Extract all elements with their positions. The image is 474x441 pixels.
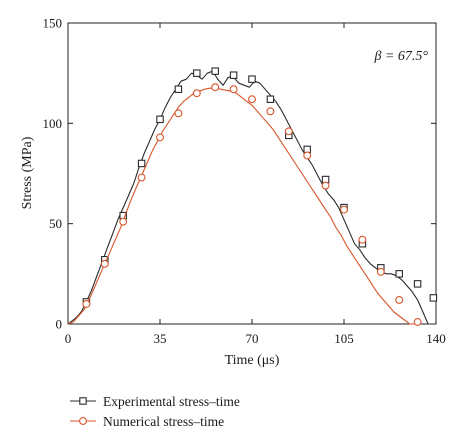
data-point-experimental [229, 71, 238, 79]
data-point-experimental [429, 294, 438, 302]
legend-marker-numerical [79, 417, 87, 425]
y-tick-label: 0 [56, 317, 63, 332]
y-tick-label: 50 [49, 216, 62, 231]
data-point-numerical [156, 133, 164, 142]
data-point-numerical [358, 235, 367, 244]
data-point-numerical [284, 127, 293, 136]
x-tick-label: 105 [334, 331, 354, 346]
legend-label-experimental: Experimental stress–time [103, 394, 240, 409]
data-point-numerical [303, 151, 312, 160]
data-point-numerical [376, 267, 385, 276]
legend: Experimental stress–time Numerical stres… [70, 394, 240, 429]
x-axis-label: Time (μs) [225, 353, 280, 368]
y-tick-label: 150 [43, 16, 63, 31]
data-point-numerical [413, 318, 422, 326]
series-experimental [67, 67, 438, 325]
data-point-experimental [174, 85, 183, 93]
x-tick-label: 140 [426, 331, 446, 346]
legend-label-numerical: Numerical stress–time [103, 414, 224, 429]
legend-item-experimental: Experimental stress–time [70, 394, 240, 409]
data-point-experimental [137, 159, 146, 168]
data-point-numerical [340, 205, 348, 214]
data-point-experimental [156, 115, 164, 124]
data-point-numerical [248, 95, 256, 104]
data-point-numerical [100, 259, 109, 268]
series-group [67, 67, 438, 326]
series-numerical [67, 83, 422, 326]
y-tick-label: 100 [43, 116, 63, 131]
x-tick-label: 70 [246, 331, 259, 346]
data-point-numerical [211, 83, 220, 92]
data-point-numerical [174, 109, 183, 118]
data-point-experimental [266, 95, 275, 104]
y-axis-label: Stress (MPa) [20, 136, 35, 209]
x-tick-label: 35 [154, 331, 167, 346]
data-point-numerical [321, 181, 330, 190]
data-point-numerical [395, 295, 404, 304]
legend-item-numerical: Numerical stress–time [70, 414, 224, 429]
data-point-numerical [137, 173, 146, 182]
plot-frame [67, 22, 437, 325]
beta-annotation: β = 67.5° [373, 49, 428, 64]
data-point-experimental [395, 270, 403, 278]
plot-area-border [67, 22, 437, 325]
data-point-numerical [229, 85, 238, 94]
legend-marker-experimental [79, 397, 87, 405]
data-point-experimental [211, 67, 219, 75]
x-tick-label: 0 [65, 331, 72, 346]
data-point-experimental [413, 280, 422, 288]
data-point-numerical [119, 217, 128, 226]
series-line-experimental [67, 70, 434, 325]
series-line-numerical [67, 87, 415, 325]
data-point-numerical [82, 299, 91, 308]
data-point-numerical [192, 89, 201, 98]
data-point-experimental [193, 69, 201, 77]
data-point-experimental [248, 75, 256, 83]
axis-ticks: 0 35 70 105 140 0 50 100 150 [43, 16, 446, 347]
data-point-numerical [266, 107, 275, 116]
